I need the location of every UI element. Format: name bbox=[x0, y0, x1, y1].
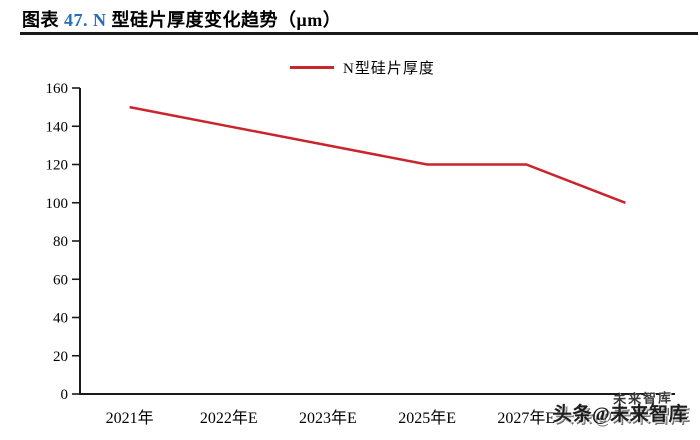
x-tick-label: 2021年 bbox=[106, 409, 154, 427]
y-tick-label: 100 bbox=[46, 196, 69, 212]
y-tick-label: 60 bbox=[53, 272, 68, 288]
x-tick-label: 2027年E bbox=[497, 409, 555, 427]
legend-label: N型硅片厚度 bbox=[343, 60, 435, 77]
figure-title-prefix: 图表 bbox=[22, 10, 64, 30]
y-tick-label: 80 bbox=[53, 234, 68, 250]
y-tick-label: 40 bbox=[53, 311, 68, 327]
figure-title-text: 型硅片厚度变化趋势（μm） bbox=[106, 10, 342, 30]
y-tick-label: 120 bbox=[46, 158, 69, 174]
y-tick-label: 140 bbox=[46, 119, 69, 135]
legend-line-swatch bbox=[290, 65, 334, 69]
figure-number: 47. N bbox=[64, 10, 107, 30]
x-tick-label: 2023年E bbox=[299, 409, 357, 427]
y-tick-label: 20 bbox=[53, 349, 68, 365]
title-underline bbox=[20, 32, 698, 35]
x-tick-label: 2022年E bbox=[200, 409, 258, 427]
series-line bbox=[129, 105, 626, 204]
figure-title: 图表 47. N 型硅片厚度变化趋势（μm） bbox=[22, 6, 341, 32]
legend: N型硅片厚度 bbox=[290, 58, 435, 77]
y-tick-label: 160 bbox=[46, 81, 69, 97]
x-tick-label: 2025年E bbox=[398, 409, 456, 427]
y-tick-label: 0 bbox=[61, 387, 69, 403]
